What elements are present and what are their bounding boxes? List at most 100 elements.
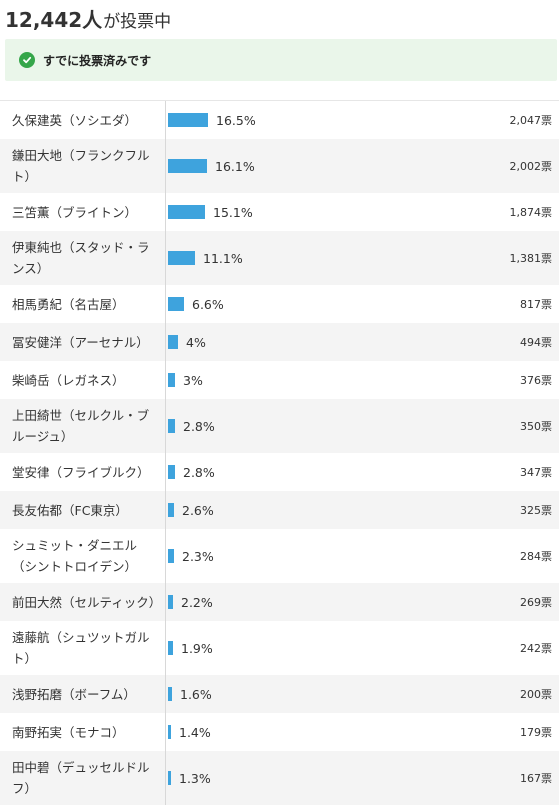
result-row: 相馬勇紀（名古屋） 6.6% 817票 <box>0 285 559 323</box>
result-row: 南野拓実（モナコ） 1.4% 179票 <box>0 713 559 751</box>
player-name: 上田綺世（セルクル・ブルージュ） <box>0 399 166 453</box>
result-percent: 1.4% <box>179 724 211 740</box>
result-percent: 6.6% <box>192 296 224 312</box>
player-name: シュミット・ダニエル（シントトロイデン） <box>0 529 166 583</box>
vote-count: 179票 <box>520 726 552 739</box>
result-percent: 15.1% <box>213 204 253 220</box>
voted-notice-text: すでに投票済みです <box>43 53 152 68</box>
result-percent: 3% <box>183 372 203 388</box>
result-row: 堂安律（フライブルク） 2.8% 347票 <box>0 453 559 491</box>
voter-count-suffix: が投票中 <box>103 12 172 32</box>
result-percent: 1.9% <box>181 640 213 656</box>
player-name: 鎌田大地（フランクフルト） <box>0 139 166 193</box>
result-percent: 1.3% <box>179 770 211 786</box>
result-row: 上田綺世（セルクル・ブルージュ） 2.8% 350票 <box>0 399 559 453</box>
result-percent: 2.8% <box>183 464 215 480</box>
player-name: 田中碧（デュッセルドルフ） <box>0 751 166 805</box>
result-row: 三笘薫（ブライトン） 15.1% 1,874票 <box>0 193 559 231</box>
player-name: 相馬勇紀（名古屋） <box>0 285 166 323</box>
result-row: 長友佑都（FC東京） 2.6% 325票 <box>0 491 559 529</box>
result-bar <box>168 641 173 655</box>
result-bar <box>168 419 175 433</box>
result-bar-cell: 15.1% <box>166 193 492 231</box>
player-name: 前田大然（セルティック） <box>0 583 166 621</box>
vote-count: 325票 <box>520 504 552 517</box>
result-bar-cell: 3% <box>166 361 492 399</box>
result-bar <box>168 549 174 563</box>
result-percent: 2.8% <box>183 418 215 434</box>
result-bar <box>168 725 171 739</box>
player-name: 伊東純也（スタッド・ランス） <box>0 231 166 285</box>
result-percent: 11.1% <box>203 250 243 266</box>
vote-count: 269票 <box>520 596 552 609</box>
player-name: 堂安律（フライブルク） <box>0 453 166 491</box>
result-percent: 2.6% <box>182 502 214 518</box>
result-row: 久保建英（ソシエダ） 16.5% 2,047票 <box>0 101 559 139</box>
result-row: 遠藤航（シュツットガルト） 1.9% 242票 <box>0 621 559 675</box>
vote-count: 347票 <box>520 466 552 479</box>
vote-count: 2,002票 <box>509 160 553 173</box>
result-bar <box>168 335 178 349</box>
result-percent: 16.1% <box>215 158 255 174</box>
player-name: 遠藤航（シュツットガルト） <box>0 621 166 675</box>
result-bar <box>168 771 171 785</box>
result-row: 柴崎岳（レガネス） 3% 376票 <box>0 361 559 399</box>
result-bar-cell: 2.8% <box>166 453 492 491</box>
vote-count-header: 12,442人 が投票中 <box>0 0 559 34</box>
result-bar-cell: 4% <box>166 323 492 361</box>
result-bar <box>168 113 208 127</box>
player-name: 久保建英（ソシエダ） <box>0 101 166 139</box>
result-bar-cell: 6.6% <box>166 285 492 323</box>
result-bar <box>168 205 205 219</box>
vote-count: 1,874票 <box>509 206 553 219</box>
result-bar-cell: 2.8% <box>166 399 492 453</box>
result-bar-cell: 11.1% <box>166 231 492 285</box>
vote-count: 376票 <box>520 374 552 387</box>
vote-count: 284票 <box>520 550 552 563</box>
vote-count: 1,381票 <box>509 252 553 265</box>
voter-count: 12,442人 <box>5 8 103 32</box>
result-bar-cell: 1.6% <box>166 675 492 713</box>
result-row: 伊東純也（スタッド・ランス） 11.1% 1,381票 <box>0 231 559 285</box>
result-percent: 2.3% <box>182 548 214 564</box>
voted-notice: すでに投票済みです <box>5 39 557 81</box>
result-row: 田中碧（デュッセルドルフ） 1.3% 167票 <box>0 751 559 805</box>
vote-count: 2,047票 <box>509 114 553 127</box>
result-bar-cell: 16.5% <box>166 101 492 139</box>
vote-count: 494票 <box>520 336 552 349</box>
vote-count: 200票 <box>520 688 552 701</box>
result-bar-cell: 1.3% <box>166 751 492 805</box>
result-bar-cell: 2.6% <box>166 491 492 529</box>
result-bar-cell: 2.2% <box>166 583 492 621</box>
result-bar <box>168 159 207 173</box>
vote-count: 817票 <box>520 298 552 311</box>
player-name: 冨安健洋（アーセナル） <box>0 323 166 361</box>
result-percent: 16.5% <box>216 112 256 128</box>
result-bar <box>168 595 173 609</box>
result-bar <box>168 373 175 387</box>
result-bar <box>168 503 174 517</box>
result-bar <box>168 251 195 265</box>
results-list: 久保建英（ソシエダ） 16.5% 2,047票 鎌田大地（フランクフルト） 16… <box>0 100 559 805</box>
result-bar-cell: 1.9% <box>166 621 492 675</box>
result-row: 浅野拓磨（ボーフム） 1.6% 200票 <box>0 675 559 713</box>
result-row: 鎌田大地（フランクフルト） 16.1% 2,002票 <box>0 139 559 193</box>
result-percent: 1.6% <box>180 686 212 702</box>
result-row: 冨安健洋（アーセナル） 4% 494票 <box>0 323 559 361</box>
player-name: 南野拓実（モナコ） <box>0 713 166 751</box>
player-name: 浅野拓磨（ボーフム） <box>0 675 166 713</box>
result-bar <box>168 465 175 479</box>
result-percent: 2.2% <box>181 594 213 610</box>
check-icon <box>19 52 35 68</box>
player-name: 長友佑都（FC東京） <box>0 491 166 529</box>
result-percent: 4% <box>186 334 206 350</box>
result-row: 前田大然（セルティック） 2.2% 269票 <box>0 583 559 621</box>
result-bar-cell: 2.3% <box>166 529 492 583</box>
player-name: 柴崎岳（レガネス） <box>0 361 166 399</box>
result-bar-cell: 1.4% <box>166 713 492 751</box>
vote-count: 242票 <box>520 642 552 655</box>
result-bar <box>168 687 172 701</box>
vote-count: 167票 <box>520 772 552 785</box>
player-name: 三笘薫（ブライトン） <box>0 193 166 231</box>
result-bar-cell: 16.1% <box>166 139 492 193</box>
